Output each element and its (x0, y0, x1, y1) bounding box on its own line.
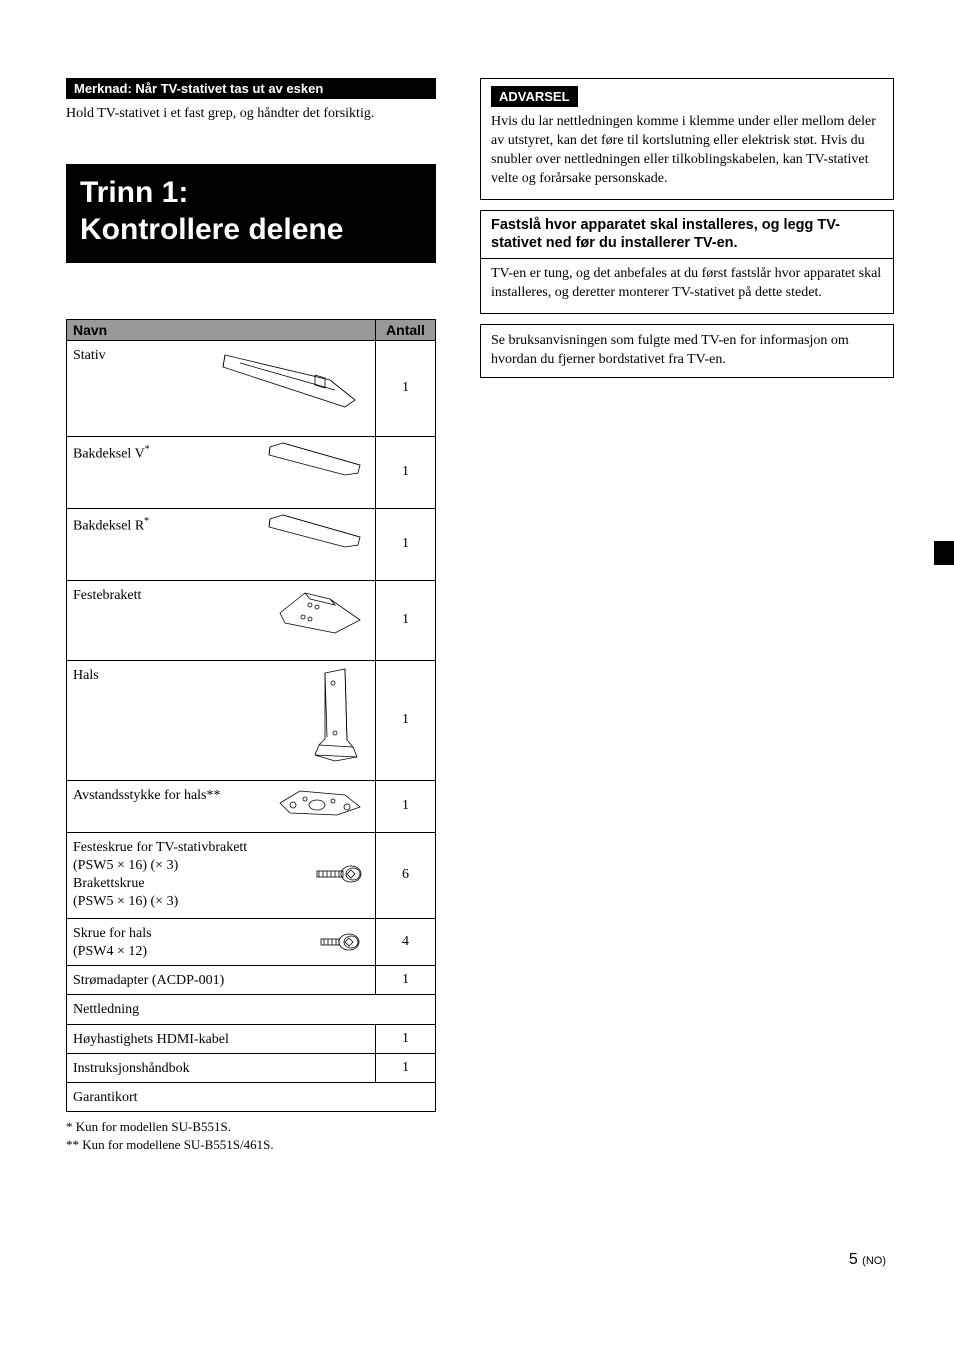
col-head-name: Navn (67, 319, 376, 340)
table-row: Nettledning (67, 995, 436, 1024)
title-line1: Trinn 1: (80, 176, 188, 209)
table-header-row: Navn Antall (67, 319, 436, 340)
install-body: TV-en er tung, og det anbefales at du fø… (481, 259, 893, 313)
stand-icon (215, 345, 365, 415)
footnote-2: ** Kun for modellene SU-B551S/461S. (66, 1136, 436, 1154)
part-name: Festebrakett (73, 585, 141, 605)
table-row: Strømadapter (ACDP-001) 1 (67, 966, 436, 995)
part-name: Avstandsstykke for hals** (73, 785, 221, 805)
sup-mark: * (144, 516, 149, 527)
table-row: Bakdeksel V* (67, 436, 436, 508)
text-line: (PSW5 × 16) (× 3) (73, 858, 178, 873)
neck-icon (305, 665, 365, 765)
parts-table: Navn Antall Stativ (66, 319, 436, 1112)
bracket-icon (275, 585, 365, 635)
table-row: Hals (67, 660, 436, 780)
table-row: Instruksjonshåndbok 1 (67, 1053, 436, 1082)
table-row: Stativ (67, 340, 436, 436)
part-name: Festeskrue for TV-stativbrakett (PSW5 × … (73, 837, 247, 912)
part-name-text: Bakdeksel R (73, 519, 144, 534)
part-count: 1 (376, 340, 436, 436)
warning-label: ADVARSEL (491, 86, 578, 107)
see-manual-box: Se bruksanvisningen som fulgte med TV-en… (480, 324, 894, 378)
table-row: Festeskrue for TV-stativbrakett (PSW5 × … (67, 832, 436, 918)
table-row: Bakdeksel R* (67, 508, 436, 580)
text-line: (PSW5 × 16) (× 3) (73, 894, 178, 909)
page-number: 5 (NO) (849, 1251, 886, 1269)
right-column: ADVARSEL Hvis du lar nettledningen komme… (480, 78, 894, 1153)
table-row: Høyhastighets HDMI-kabel 1 (67, 1024, 436, 1053)
title-line2: Kontrollere delene (80, 213, 343, 246)
install-box: Fastslå hvor apparatet skal installeres,… (480, 210, 894, 314)
col-head-count: Antall (376, 319, 436, 340)
page-num-digit: 5 (849, 1251, 858, 1268)
part-count: 1 (376, 508, 436, 580)
part-name: Bakdeksel R* (73, 513, 149, 536)
part-name: Strømadapter (ACDP-001) (73, 970, 369, 990)
part-name: Nettledning (73, 999, 429, 1019)
part-count: 6 (376, 832, 436, 918)
part-name: Høyhastighets HDMI-kabel (73, 1029, 369, 1049)
section-title: Trinn 1: Kontrollere delene (66, 164, 436, 263)
part-count: 1 (376, 780, 436, 832)
part-count: 4 (376, 918, 436, 965)
text-line: Skrue for hals (73, 926, 152, 941)
footnotes: * Kun for modellen SU-B551S. ** Kun for … (66, 1118, 436, 1153)
spacer-icon (275, 785, 365, 819)
part-count: 1 (376, 660, 436, 780)
part-name: Skrue for hals (PSW4 × 12) (73, 923, 152, 961)
left-column: Merknad: Når TV-stativet tas ut av esken… (66, 78, 436, 1153)
table-row: Avstandsstykke for hals** (67, 780, 436, 832)
part-name: Bakdeksel V* (73, 441, 150, 464)
part-count: 1 (376, 436, 436, 508)
part-name: Hals (73, 665, 99, 685)
page-edge-tab (934, 541, 954, 565)
main-columns: Merknad: Når TV-stativet tas ut av esken… (66, 78, 894, 1153)
cover-v-icon (265, 441, 365, 477)
install-heading: Fastslå hvor apparatet skal installeres,… (481, 211, 893, 260)
part-count: 1 (376, 1053, 436, 1082)
table-row: Garantikort (67, 1083, 436, 1112)
warning-text: Hvis du lar nettledningen komme i klemme… (491, 113, 883, 189)
part-count: 1 (376, 580, 436, 660)
footnote-1: * Kun for modellen SU-B551S. (66, 1118, 436, 1136)
table-row: Festebrakett (67, 580, 436, 660)
part-name-text: Bakdeksel V (73, 447, 145, 462)
note-text: Hold TV-stativet i et fast grep, og hånd… (66, 105, 436, 124)
note-label: Merknad: Når TV-stativet tas ut av esken (66, 78, 436, 99)
screw-icon (315, 864, 365, 884)
cover-r-icon (265, 513, 365, 549)
part-name: Instruksjonshåndbok (73, 1058, 369, 1078)
sup-mark: * (145, 444, 150, 455)
warning-box: ADVARSEL Hvis du lar nettledningen komme… (480, 78, 894, 200)
part-count: 1 (376, 966, 436, 995)
part-count: 1 (376, 1024, 436, 1053)
screw-small-icon (319, 932, 365, 952)
text-line: Brakettskrue (73, 876, 145, 891)
part-name: Stativ (73, 345, 106, 365)
table-row: Skrue for hals (PSW4 × 12) (67, 918, 436, 965)
text-line: Festeskrue for TV-stativbrakett (73, 840, 247, 855)
text-line: (PSW4 × 12) (73, 944, 147, 959)
part-name: Garantikort (73, 1087, 429, 1107)
page-region: (NO) (862, 1255, 886, 1267)
